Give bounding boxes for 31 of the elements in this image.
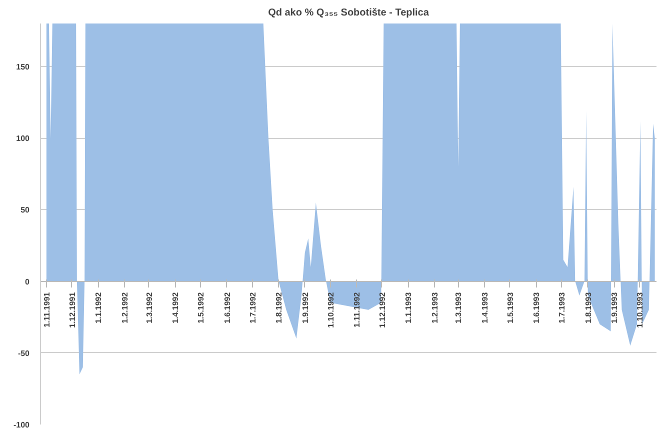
y-tick-label: -100 xyxy=(13,420,30,430)
x-tick-label: 1.3.1992 xyxy=(144,292,154,324)
y-tick-label: -50 xyxy=(18,348,30,358)
x-tick-label: 1.12.1991 xyxy=(68,292,77,328)
y-tick-label: 0 xyxy=(25,277,30,286)
chart-title: Qd ako % Q₃₅₅ Sobotište - Teplica xyxy=(268,8,430,18)
x-tick-label: 1.10.1992 xyxy=(326,292,336,328)
x-tick-label: 1.7.1992 xyxy=(248,292,258,324)
x-tick-label: 1.9.1992 xyxy=(300,292,310,324)
x-tick-label: 1.6.1992 xyxy=(222,292,232,324)
x-tick-label: 1.8.1992 xyxy=(274,292,284,324)
x-tick-label: 1.4.1993 xyxy=(480,292,490,324)
y-tick-label: 50 xyxy=(20,206,30,215)
x-tick-label: 1.7.1993 xyxy=(558,292,567,324)
x-tick-label: 1.1.1992 xyxy=(94,292,104,324)
x-tick-label: 1.11.1991 xyxy=(42,292,52,328)
x-tick-label: 1.12.1992 xyxy=(378,292,387,328)
x-tick-label: 1.10.1993 xyxy=(636,292,645,328)
x-tick-label: 1.5.1993 xyxy=(506,292,515,324)
x-tick-label: 1.4.1992 xyxy=(171,292,180,324)
y-tick-label: 100 xyxy=(16,134,30,144)
x-tick-label: 1.3.1993 xyxy=(454,292,464,324)
x-tick-label: 1.2.1993 xyxy=(430,292,440,324)
x-tick-label: 1.5.1992 xyxy=(196,292,206,324)
x-tick-label: 1.8.1993 xyxy=(584,292,593,324)
x-tick-label: 1.2.1992 xyxy=(120,292,130,324)
x-tick-label: 1.6.1993 xyxy=(532,292,542,324)
x-tick-label: 1.1.1993 xyxy=(404,292,414,324)
y-tick-label: 150 xyxy=(16,62,30,72)
x-tick-label: 1.9.1993 xyxy=(610,292,620,324)
x-tick-label: 1.11.1992 xyxy=(352,292,362,328)
